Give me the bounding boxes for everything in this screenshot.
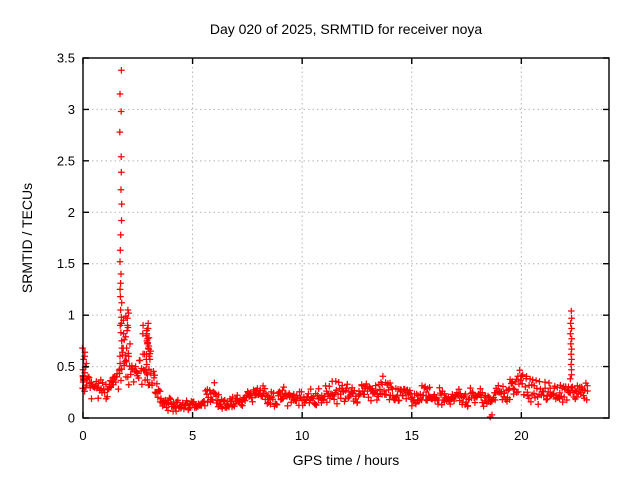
svg-text:0.5: 0.5 [57,359,75,374]
svg-text:3: 3 [68,102,75,117]
x-axis-label: GPS time / hours [292,452,400,468]
svg-text:1: 1 [68,308,75,323]
svg-text:2: 2 [68,205,75,220]
x-tick-labels: 0 5 10 15 20 [79,428,528,443]
gridlines [83,57,609,418]
svg-text:3.5: 3.5 [57,51,75,66]
svg-text:15: 15 [405,428,419,443]
scatter-points [79,67,591,421]
svg-text:0: 0 [68,411,75,426]
svg-text:10: 10 [295,428,309,443]
chart-title: Day 020 of 2025, SRMTID for receiver noy… [209,21,483,37]
svg-text:5: 5 [189,428,196,443]
svg-text:0: 0 [79,428,86,443]
svg-text:2.5: 2.5 [57,153,75,168]
svg-text:20: 20 [514,428,528,443]
svg-text:1.5: 1.5 [57,256,75,271]
axis-box [82,57,610,419]
y-tick-labels: 0 0.5 1 1.5 2 2.5 3 3.5 [57,51,75,426]
